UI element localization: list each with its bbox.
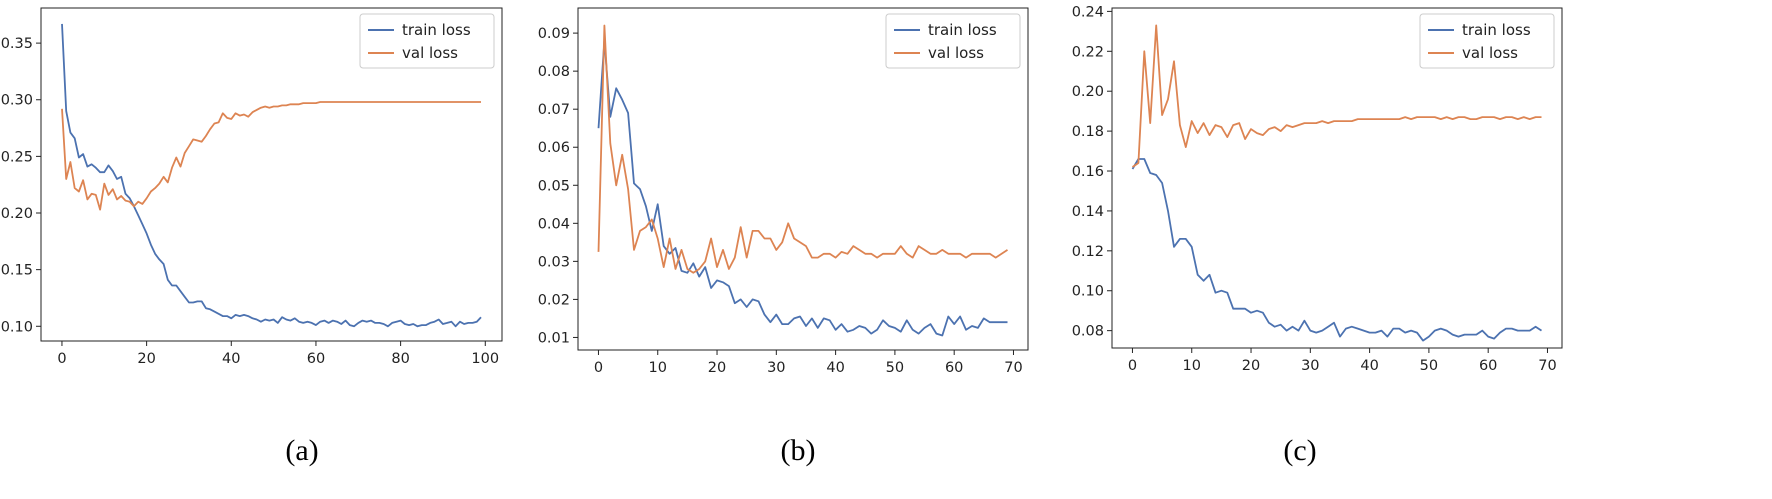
- y-tick-label: 0.20: [1, 206, 33, 222]
- plot-frame: [1111, 7, 1563, 349]
- x-tick-label: 40: [826, 360, 844, 376]
- legend-label: train loss: [402, 21, 471, 39]
- x-tick-label: 20: [137, 351, 155, 367]
- legend-box: [359, 13, 495, 69]
- legend: train loss val loss: [359, 13, 495, 69]
- y-tick-label: 0.03: [538, 254, 570, 270]
- y-tick-label: 0.30: [1, 93, 33, 109]
- x-tick-label: 30: [767, 360, 785, 376]
- y-tick-label: 0.05: [538, 178, 570, 194]
- plot-frame: [40, 7, 503, 342]
- chart-panel-3: 0 10 20 30 40 50 60 70 0.08 0.10 0.12 0.14 0.16 0.18 0…: [1072, 4, 1563, 467]
- legend-label: val loss: [928, 44, 984, 62]
- x-tick-label: 100: [471, 351, 499, 367]
- legend-box: [1419, 13, 1555, 69]
- panel-caption: (c): [1283, 434, 1316, 467]
- legend-label: train loss: [1462, 21, 1531, 39]
- y-tick-label: 0.35: [1, 36, 33, 52]
- x-tick-label: 70: [1004, 360, 1022, 376]
- x-tick-label: 30: [1301, 358, 1319, 374]
- x-tick-label: 20: [708, 360, 726, 376]
- y-tick-label: 0.22: [1072, 44, 1104, 60]
- y-tick-label: 0.25: [1, 149, 33, 165]
- legend: train loss val loss: [885, 13, 1021, 69]
- y-tick-label: 0.10: [1072, 284, 1104, 300]
- series-line-val-loss: [61, 101, 481, 211]
- y-tick-label: 0.12: [1072, 244, 1104, 260]
- x-tick-label: 60: [1479, 358, 1497, 374]
- legend-box: [885, 13, 1021, 69]
- y-tick-label: 0.18: [1072, 124, 1104, 140]
- y-tick-label: 0.02: [538, 292, 570, 308]
- x-tick-label: 10: [649, 360, 667, 376]
- y-tick-label: 0.14: [1072, 204, 1104, 220]
- series-line-train-loss: [61, 23, 482, 328]
- x-tick-label: 50: [886, 360, 904, 376]
- plot-frame: [577, 7, 1029, 351]
- chart-panel-2: 0 10 20 30 40 50 60 70 0.01 0.02 0.03 0.04 0.05 0.06 0…: [538, 7, 1029, 467]
- y-tick-label: 0.08: [538, 64, 570, 80]
- y-tick-label: 0.10: [1, 319, 33, 335]
- series-line-val-loss: [597, 24, 1008, 274]
- y-tick-label: 0.06: [538, 140, 570, 156]
- series-line-val-loss: [1131, 24, 1542, 168]
- y-tick-label: 0.08: [1072, 324, 1104, 340]
- x-tick-label: 40: [222, 351, 240, 367]
- legend-label: val loss: [402, 44, 458, 62]
- y-tick-label: 0.01: [538, 330, 570, 346]
- x-tick-label: 70: [1538, 358, 1556, 374]
- legend-label: train loss: [928, 21, 997, 39]
- series-line-train-loss: [1131, 158, 1542, 342]
- panel-caption: (a): [285, 434, 318, 467]
- y-tick-label: 0.16: [1072, 164, 1104, 180]
- x-tick-label: 80: [391, 351, 409, 367]
- series-line-train-loss: [597, 39, 1008, 337]
- y-tick-label: 0.24: [1072, 4, 1104, 20]
- panel-caption: (b): [781, 434, 816, 467]
- x-tick-label: 60: [945, 360, 963, 376]
- x-tick-label: 10: [1183, 358, 1201, 374]
- x-tick-label: 20: [1242, 358, 1260, 374]
- y-tick-label: 0.04: [538, 216, 570, 232]
- x-tick-label: 0: [1128, 358, 1137, 374]
- x-tick-label: 50: [1420, 358, 1438, 374]
- y-tick-label: 0.09: [538, 26, 570, 42]
- y-tick-label: 0.07: [538, 102, 570, 118]
- x-tick-label: 0: [57, 351, 66, 367]
- x-tick-label: 40: [1360, 358, 1378, 374]
- legend: train loss val loss: [1419, 13, 1555, 69]
- legend-label: val loss: [1462, 44, 1518, 62]
- x-tick-label: 60: [307, 351, 325, 367]
- chart-panel-1: 0 20 40 60 80 100 0.10 0.15 0.20 0.25 0.30 0.35 trai…: [1, 7, 503, 467]
- y-tick-label: 0.15: [1, 263, 33, 279]
- x-tick-label: 0: [594, 360, 603, 376]
- y-tick-label: 0.20: [1072, 84, 1104, 100]
